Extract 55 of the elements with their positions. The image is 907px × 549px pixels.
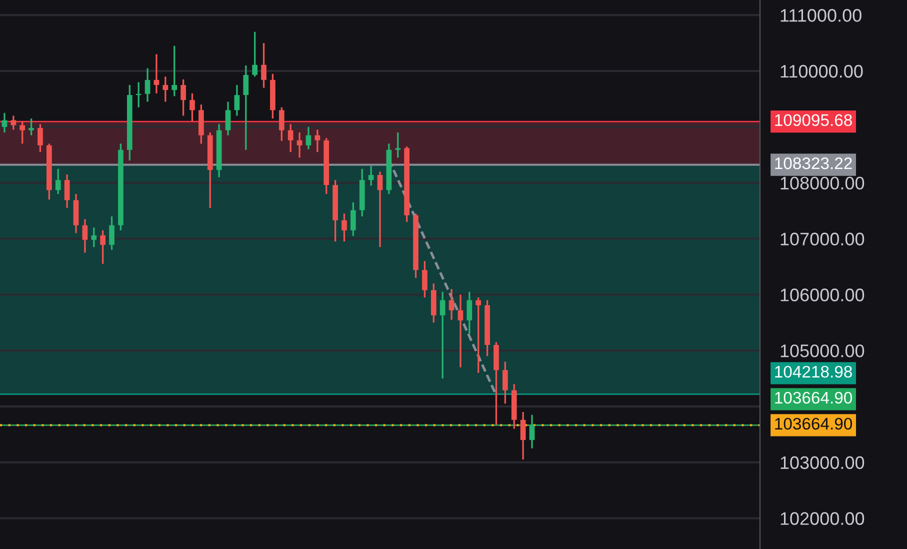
candlestick bbox=[368, 165, 374, 186]
candlestick bbox=[422, 260, 428, 298]
ref-line-label: 103664.90 bbox=[775, 418, 852, 430]
candlestick bbox=[234, 84, 240, 117]
y-tick-label: 102000.00 bbox=[780, 512, 864, 525]
candlestick bbox=[476, 296, 482, 374]
candlestick bbox=[91, 226, 97, 248]
ref-line-label: 103664.90 bbox=[775, 392, 852, 404]
candlestick bbox=[225, 100, 231, 136]
ref-line-label: 108323.22 bbox=[775, 157, 852, 170]
y-tick-label: 108000.00 bbox=[780, 176, 864, 190]
candlestick bbox=[395, 132, 401, 158]
candlestick bbox=[466, 290, 472, 335]
candlestick bbox=[377, 170, 383, 248]
ref-line-label: 109095.68 bbox=[775, 114, 852, 126]
y-tick-label: 107000.00 bbox=[780, 232, 864, 246]
candlestick bbox=[261, 42, 266, 89]
candlestick bbox=[136, 81, 142, 108]
candlestick bbox=[520, 411, 526, 460]
candlestick bbox=[342, 212, 347, 242]
candlestick bbox=[100, 230, 106, 265]
candlestick bbox=[314, 128, 320, 153]
candlestick bbox=[20, 120, 26, 145]
candlestick bbox=[10, 114, 16, 131]
candlestick bbox=[82, 218, 88, 254]
candlestick bbox=[38, 123, 43, 153]
y-tick-label: 103000.00 bbox=[780, 456, 864, 470]
candlestick bbox=[2, 112, 8, 134]
candlestick bbox=[350, 202, 356, 237]
candlestick bbox=[502, 360, 508, 404]
candlestick bbox=[448, 288, 454, 321]
candlestick bbox=[458, 294, 464, 368]
candlestick bbox=[278, 106, 284, 142]
candlestick bbox=[288, 123, 294, 153]
y-tick-label: 110000.00 bbox=[780, 64, 863, 78]
ref-line-label: 104218.98 bbox=[775, 366, 852, 378]
candlestick bbox=[190, 92, 195, 122]
candlestick bbox=[440, 290, 446, 380]
y-tick-label: 106000.00 bbox=[780, 288, 864, 302]
y-tick-label: 111000.00 bbox=[780, 9, 862, 22]
candlestick bbox=[144, 67, 150, 103]
candlestick bbox=[55, 168, 61, 195]
candlestick bbox=[296, 132, 302, 158]
candlestick bbox=[64, 174, 70, 209]
y-tick-label: 105000.00 bbox=[780, 344, 864, 358]
candlestick bbox=[172, 45, 178, 97]
candlestick bbox=[252, 31, 258, 78]
candlestick bbox=[529, 414, 535, 450]
candlestick bbox=[180, 78, 186, 117]
candlestick bbox=[162, 76, 168, 103]
candlestick bbox=[154, 53, 160, 94]
candlestick bbox=[28, 118, 34, 136]
candlestick bbox=[109, 216, 114, 251]
candlestick bbox=[243, 64, 249, 151]
candlestick bbox=[306, 126, 312, 150]
